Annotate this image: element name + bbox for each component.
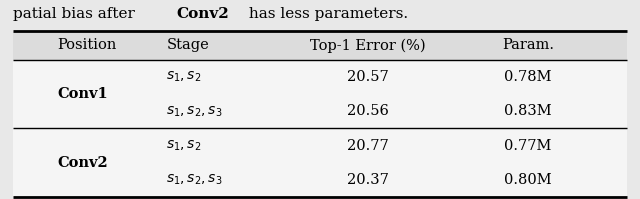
Text: $s_1, s_2, s_3$: $s_1, s_2, s_3$: [166, 173, 223, 187]
Text: has less parameters.: has less parameters.: [244, 7, 408, 21]
Text: 20.57: 20.57: [347, 70, 389, 84]
Text: 0.77M: 0.77M: [504, 139, 552, 153]
Text: 0.78M: 0.78M: [504, 70, 552, 84]
Text: 20.56: 20.56: [347, 104, 389, 118]
Text: Stage: Stage: [166, 38, 209, 52]
Text: Conv1: Conv1: [58, 87, 108, 101]
Text: patial bias after: patial bias after: [13, 7, 140, 21]
Text: Conv2: Conv2: [177, 7, 229, 21]
Bar: [13, 31, 627, 60]
Text: Param.: Param.: [502, 38, 554, 52]
Text: 0.80M: 0.80M: [504, 173, 552, 187]
Text: 0.83M: 0.83M: [504, 104, 552, 118]
Text: $s_1, s_2$: $s_1, s_2$: [166, 70, 202, 84]
Text: Conv2: Conv2: [58, 156, 108, 170]
Text: $s_1, s_2$: $s_1, s_2$: [166, 138, 202, 153]
Bar: [13, 31, 627, 197]
Text: 20.77: 20.77: [347, 139, 389, 153]
Text: Top-1 Error (%): Top-1 Error (%): [310, 38, 426, 53]
Text: 20.37: 20.37: [347, 173, 389, 187]
Text: Position: Position: [58, 38, 117, 52]
Text: $s_1, s_2, s_3$: $s_1, s_2, s_3$: [166, 104, 223, 119]
